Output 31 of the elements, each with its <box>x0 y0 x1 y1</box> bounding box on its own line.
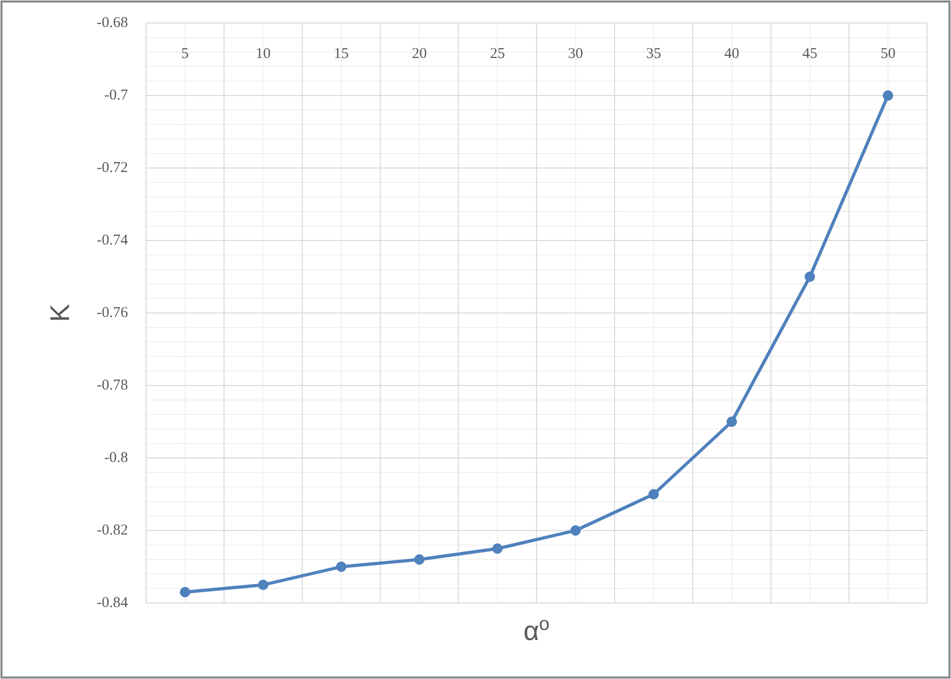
point <box>882 90 894 101</box>
point <box>726 416 737 427</box>
x-tick-label: 5 <box>181 46 189 62</box>
point <box>648 489 659 500</box>
y-tick-label: -0.68 <box>96 15 128 31</box>
x-tick-label: 15 <box>334 46 349 62</box>
x-axis-title: α$^{o}$ <box>523 614 550 646</box>
y-tick-label: -0.72 <box>96 160 128 176</box>
point <box>414 554 425 565</box>
y-tick-label: -0.74 <box>96 232 128 248</box>
x-tick-label: 10 <box>256 46 271 62</box>
y-tick-label: -0.84 <box>96 595 128 611</box>
point <box>180 586 190 598</box>
point <box>258 580 268 590</box>
x-tick-label: 20 <box>412 46 427 62</box>
point <box>492 543 503 554</box>
x-tick-label: 40 <box>724 46 740 62</box>
y-axis-title: K <box>45 304 75 322</box>
point <box>570 525 581 536</box>
x-tick-label: 30 <box>568 46 584 62</box>
point <box>336 562 346 572</box>
y-tick-label: -0.78 <box>96 378 128 394</box>
x-tick-label: 25 <box>490 46 505 62</box>
y-tick-label: -0.76 <box>96 305 128 321</box>
x-tick-label: 50 <box>880 46 896 62</box>
y-tick-label: -0.8 <box>104 450 128 466</box>
y-tick-label: -0.7 <box>104 88 128 104</box>
x-tick-label: 45 <box>802 46 818 62</box>
point <box>804 272 816 282</box>
y-tick-label: -0.82 <box>96 522 128 538</box>
x-tick-label: 35 <box>646 46 662 62</box>
